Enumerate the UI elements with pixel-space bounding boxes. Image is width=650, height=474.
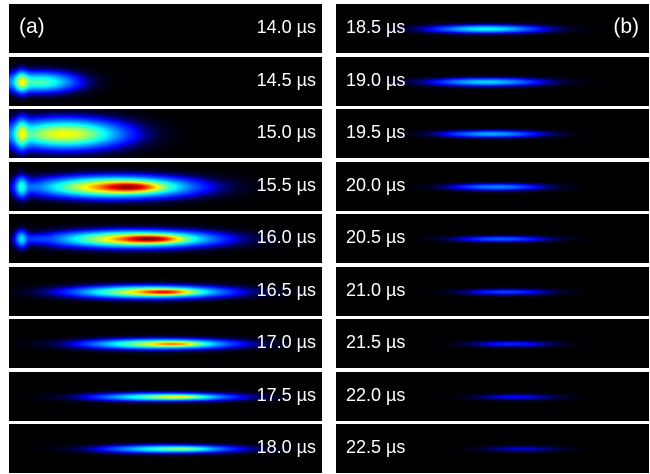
plume-image <box>336 267 649 316</box>
plume-image <box>9 372 322 421</box>
time-label: 20.0 µs <box>346 175 406 195</box>
frame-b-3: 19.5 µs <box>336 109 649 158</box>
time-label: 21.0 µs <box>346 280 406 300</box>
frame-a-5: 16.0 µs <box>9 214 322 263</box>
plume-image <box>336 4 649 53</box>
time-label: 14.0 µs <box>256 17 316 37</box>
frame-a-8: 17.5 µs <box>9 372 322 421</box>
frame-a-6: 16.5 µs <box>9 267 322 316</box>
time-label: 15.5 µs <box>256 175 316 195</box>
plume-image <box>9 319 322 368</box>
frame-b-6: 21.0 µs <box>336 267 649 316</box>
panel-label-a: (a) <box>19 15 45 38</box>
frame-b-2: 19.0 µs <box>336 57 649 106</box>
time-label: 21.5 µs <box>346 332 406 352</box>
frame-b-5: 20.5 µs <box>336 214 649 263</box>
time-label: 18.0 µs <box>256 437 316 457</box>
plume-image <box>9 424 322 473</box>
plume-image <box>9 57 322 106</box>
frame-b-7: 21.5 µs <box>336 319 649 368</box>
plume-image <box>336 372 649 421</box>
plume-image <box>336 57 649 106</box>
frame-b-9: 22.5 µs <box>336 424 649 473</box>
time-label: 14.5 µs <box>256 70 316 90</box>
time-label: 22.0 µs <box>346 385 406 405</box>
plume-image <box>336 319 649 368</box>
time-label: 17.5 µs <box>256 385 316 405</box>
plume-image <box>336 424 649 473</box>
plume-image <box>9 4 322 53</box>
panel-label-b: (b) <box>613 15 639 38</box>
plume-image <box>9 267 322 316</box>
frame-b-1: 18.5 µs (b) <box>336 4 649 53</box>
plume-image <box>336 162 649 211</box>
frame-a-3: 15.0 µs <box>9 109 322 158</box>
frame-a-1: 14.0 µs (a) <box>9 4 322 53</box>
frame-b-8: 22.0 µs <box>336 372 649 421</box>
time-label: 16.5 µs <box>256 280 316 300</box>
plume-image <box>336 109 649 158</box>
frame-b-4: 20.0 µs <box>336 162 649 211</box>
time-label: 19.5 µs <box>346 122 406 142</box>
plume-image <box>9 214 322 263</box>
time-label: 15.0 µs <box>256 122 316 142</box>
frame-a-9: 18.0 µs <box>9 424 322 473</box>
time-label: 19.0 µs <box>346 70 406 90</box>
plume-image <box>336 214 649 263</box>
time-label: 16.0 µs <box>256 227 316 247</box>
plume-image <box>9 109 322 158</box>
frame-a-7: 17.0 µs <box>9 319 322 368</box>
time-label: 18.5 µs <box>346 17 406 37</box>
time-label: 17.0 µs <box>256 332 316 352</box>
plume-image <box>9 162 322 211</box>
frame-a-4: 15.5 µs <box>9 162 322 211</box>
frame-a-2: 14.5 µs <box>9 57 322 106</box>
time-label: 20.5 µs <box>346 227 406 247</box>
time-label: 22.5 µs <box>346 437 406 457</box>
